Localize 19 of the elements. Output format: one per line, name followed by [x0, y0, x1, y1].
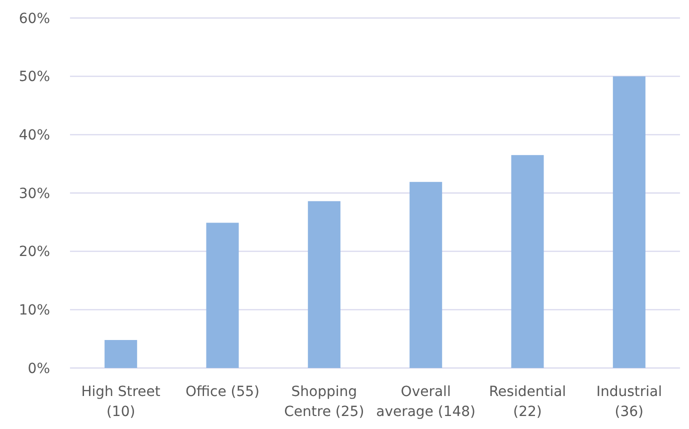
y-tick-label: 0% — [28, 360, 50, 377]
x-tick-label: Residential (22) — [488, 384, 566, 420]
y-tick-label: 10% — [18, 302, 50, 319]
bar — [511, 155, 544, 368]
y-tick-label: 20% — [18, 244, 50, 260]
bar — [612, 76, 646, 368]
y-tick-label: 50% — [18, 69, 50, 86]
x-tick-label: Overall average (148) — [376, 384, 476, 420]
bar — [104, 340, 138, 368]
x-tick-label: Shopping Centre (25) — [284, 384, 364, 420]
bar — [410, 182, 442, 368]
y-tick-label: 60% — [18, 10, 50, 27]
bar — [308, 201, 340, 368]
y-tick-label: 30% — [18, 186, 50, 202]
y-tick-label: 40% — [18, 128, 50, 144]
x-tick-label: Office (55) — [185, 384, 260, 400]
bar — [206, 222, 239, 368]
x-tick-label: High Street (10) — [81, 384, 161, 420]
x-tick-label: Industrial (36) — [596, 384, 662, 420]
